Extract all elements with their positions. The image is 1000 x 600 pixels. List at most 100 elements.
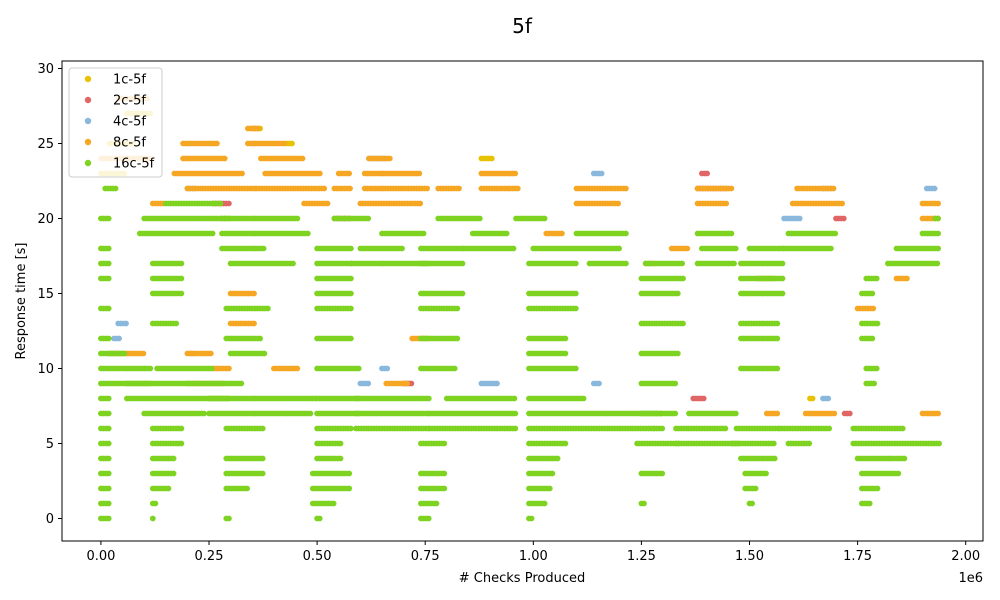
y-tick-label: 5 <box>46 437 54 452</box>
data-point <box>226 365 232 372</box>
data-point <box>549 470 556 477</box>
data-point <box>294 365 301 372</box>
data-point <box>659 425 666 432</box>
data-point <box>826 425 833 432</box>
data-point <box>512 425 519 432</box>
data-point <box>424 185 430 192</box>
data-point <box>346 170 352 177</box>
data-point <box>260 245 267 252</box>
data-point <box>348 290 354 297</box>
data-point <box>459 260 466 267</box>
data-point <box>659 470 666 477</box>
data-point <box>931 185 938 192</box>
data-point <box>771 455 778 462</box>
data-point <box>425 515 432 522</box>
data-point <box>779 275 786 282</box>
data-point <box>257 335 263 342</box>
data-point <box>825 395 832 402</box>
data-point <box>451 365 458 372</box>
data-point <box>207 350 214 357</box>
data-point <box>598 170 605 177</box>
data-point <box>178 425 185 432</box>
legend-label: 2c-5f <box>113 94 146 109</box>
data-point <box>299 155 306 162</box>
data-point <box>672 380 679 387</box>
data-point <box>562 440 569 447</box>
data-point <box>722 425 729 432</box>
data-point <box>348 425 354 432</box>
data-point <box>494 380 500 387</box>
data-point <box>281 140 288 147</box>
data-point <box>510 245 517 252</box>
data-point <box>728 185 735 192</box>
legend-label: 1c-5f <box>113 73 146 88</box>
x-tick-label: 1.75 <box>843 549 872 564</box>
data-point <box>105 425 112 432</box>
data-point <box>441 440 448 447</box>
data-point <box>404 380 410 387</box>
data-point <box>454 305 461 312</box>
data-point <box>866 500 873 507</box>
data-point <box>259 455 266 462</box>
data-point <box>140 350 147 357</box>
y-tick-label: 20 <box>37 212 54 227</box>
y-axis-ticks: 0 5 10 15 20 25 30 <box>37 62 62 527</box>
data-point <box>774 320 781 327</box>
data-point <box>105 305 112 312</box>
data-point <box>528 515 535 522</box>
data-point <box>416 170 423 177</box>
data-point <box>304 230 311 237</box>
data-point <box>456 185 462 192</box>
data-point <box>731 260 737 267</box>
series-1c-5f <box>98 110 816 402</box>
data-point <box>874 320 881 327</box>
data-point <box>251 290 257 297</box>
data-point <box>672 410 679 417</box>
data-point <box>935 245 941 252</box>
data-point <box>348 245 354 252</box>
data-point <box>871 380 877 387</box>
data-point <box>723 200 730 207</box>
data-point <box>147 365 154 372</box>
data-point <box>559 230 565 237</box>
x-tick-label: 2.00 <box>951 549 980 564</box>
data-point <box>832 230 839 237</box>
data-point <box>178 440 185 447</box>
data-point <box>874 485 881 492</box>
legend-marker <box>84 96 92 104</box>
x-axis-ticks: 0.00 0.25 0.50 0.75 1.00 1.25 1.50 1.75 2.00 <box>86 541 980 564</box>
data-point <box>704 170 710 177</box>
data-point <box>259 470 266 477</box>
x-tick-label: 1.00 <box>519 549 548 564</box>
data-point <box>541 215 548 222</box>
legend-frame <box>68 67 163 178</box>
data-point <box>541 500 548 507</box>
data-point <box>226 200 232 207</box>
data-point <box>170 470 177 477</box>
data-point <box>752 485 759 492</box>
data-point <box>774 410 781 417</box>
data-point <box>347 185 353 192</box>
data-point <box>899 425 906 432</box>
data-point <box>684 245 691 252</box>
data-point <box>680 320 686 327</box>
data-point <box>616 245 622 252</box>
data-point <box>935 215 941 222</box>
data-point <box>178 275 185 282</box>
data-point <box>503 230 510 237</box>
data-point <box>321 185 328 192</box>
data-point <box>674 350 681 357</box>
data-point <box>105 215 112 222</box>
data-point <box>459 290 466 297</box>
data-point <box>420 230 427 237</box>
data-point <box>259 425 266 432</box>
data-point <box>935 200 941 207</box>
data-point <box>348 335 354 342</box>
data-point <box>105 485 112 492</box>
data-point <box>365 215 372 222</box>
data-point <box>425 395 432 402</box>
legend-marker <box>84 159 92 167</box>
data-point <box>346 485 353 492</box>
data-point <box>337 455 344 462</box>
